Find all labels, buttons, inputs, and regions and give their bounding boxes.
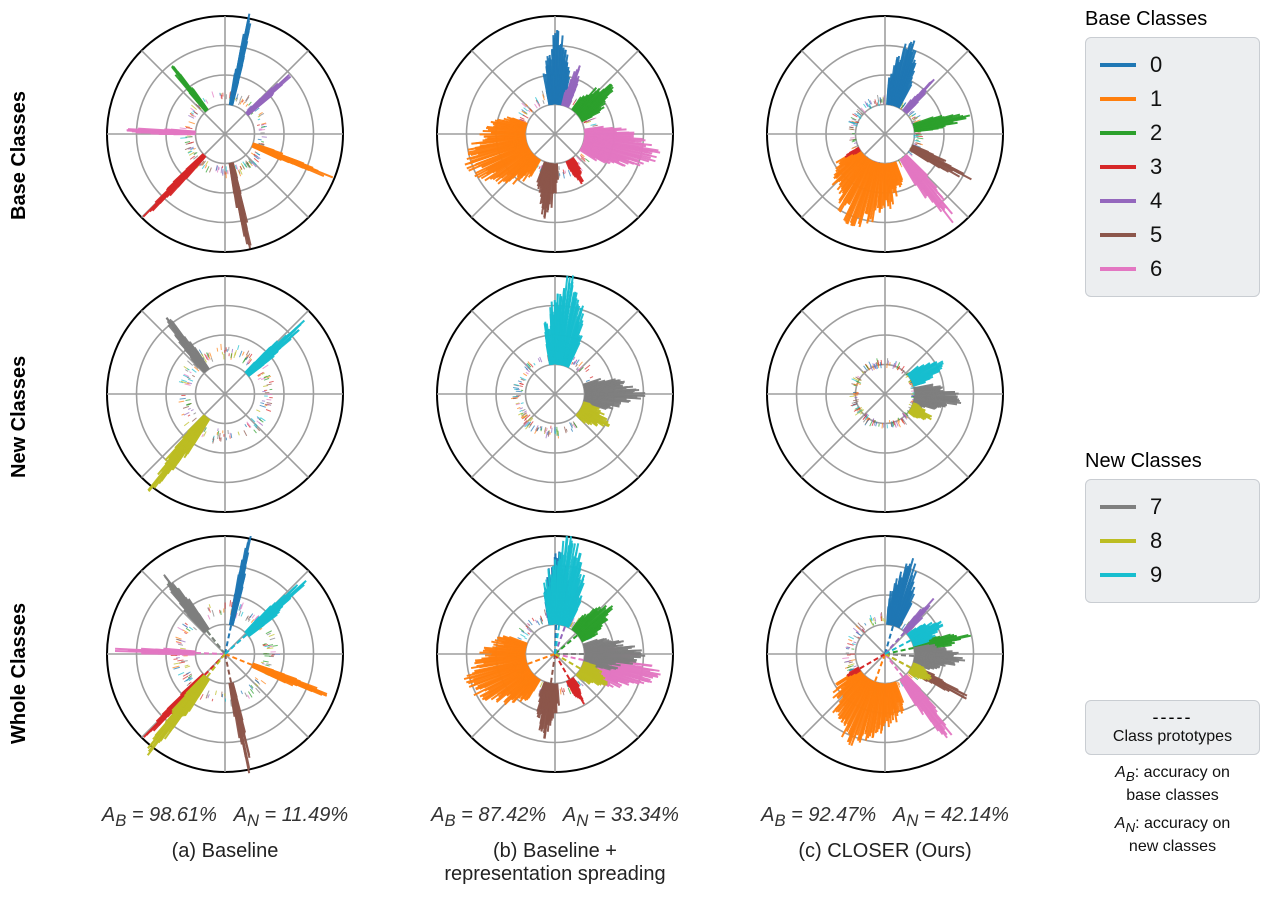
polar-plot [720,4,1050,264]
legend-prototype: ----- Class prototypes AB: accuracy onba… [1085,700,1260,857]
row-label-whole: Whole Classes [8,603,31,744]
prototype-dash-icon: ----- [1096,707,1249,728]
legend-item: 4 [1100,184,1245,218]
legend-swatch [1100,573,1136,577]
legend-swatch [1100,267,1136,271]
polar-plot [390,524,720,784]
column-name: (a) Baseline [65,840,385,863]
column-metrics: AB = 98.61% AN = 11.49% [65,804,385,831]
prototype-label: Class prototypes [1096,728,1249,746]
polar-plot [60,524,390,784]
polar-plot [720,264,1050,524]
legend-text: 8 [1150,528,1162,554]
legend-new-title: New Classes [1085,450,1260,473]
legend-swatch [1100,505,1136,509]
legend-item: 7 [1100,490,1245,524]
legend-item: 8 [1100,524,1245,558]
legend-item: 2 [1100,116,1245,150]
legend-text: 3 [1150,154,1162,180]
legend-text: 0 [1150,52,1162,78]
legend-item: 1 [1100,82,1245,116]
legend-text: 5 [1150,222,1162,248]
legend-swatch [1100,539,1136,543]
legend-text: 4 [1150,188,1162,214]
polar-plot [720,524,1050,784]
column-name: (b) Baseline +representation spreading [395,840,715,886]
legend-base: Base Classes 0 1 2 3 4 5 6 [1085,8,1260,297]
legend-item: 6 [1100,252,1245,286]
column-metrics: AB = 92.47% AN = 42.14% [725,804,1045,831]
column-metrics: AB = 87.42% AN = 33.34% [395,804,715,831]
row-label-base: Base Classes [8,91,31,220]
legend-swatch [1100,165,1136,169]
polar-plot [390,4,720,264]
polar-plot [60,4,390,264]
legend-item: 5 [1100,218,1245,252]
legend-new: New Classes 7 8 9 [1085,450,1260,603]
polar-plot [390,264,720,524]
legend-text: 9 [1150,562,1162,588]
legend-swatch [1100,131,1136,135]
legend-swatch [1100,63,1136,67]
row-label-new: New Classes [8,356,31,478]
legend-swatch [1100,97,1136,101]
legend-swatch [1100,199,1136,203]
legend-item: 3 [1100,150,1245,184]
legend-item: 9 [1100,558,1245,592]
legend-text: 1 [1150,86,1162,112]
accuracy-explain-b: AB: accuracy onbase classes [1085,763,1260,806]
legend-text: 7 [1150,494,1162,520]
legend-item: 0 [1100,48,1245,82]
legend-text: 2 [1150,120,1162,146]
legend-base-title: Base Classes [1085,8,1260,31]
legend-text: 6 [1150,256,1162,282]
column-name: (c) CLOSER (Ours) [725,840,1045,863]
accuracy-explain-n: AN: accuracy onnew classes [1085,814,1260,857]
polar-plot [60,264,390,524]
legend-swatch [1100,233,1136,237]
